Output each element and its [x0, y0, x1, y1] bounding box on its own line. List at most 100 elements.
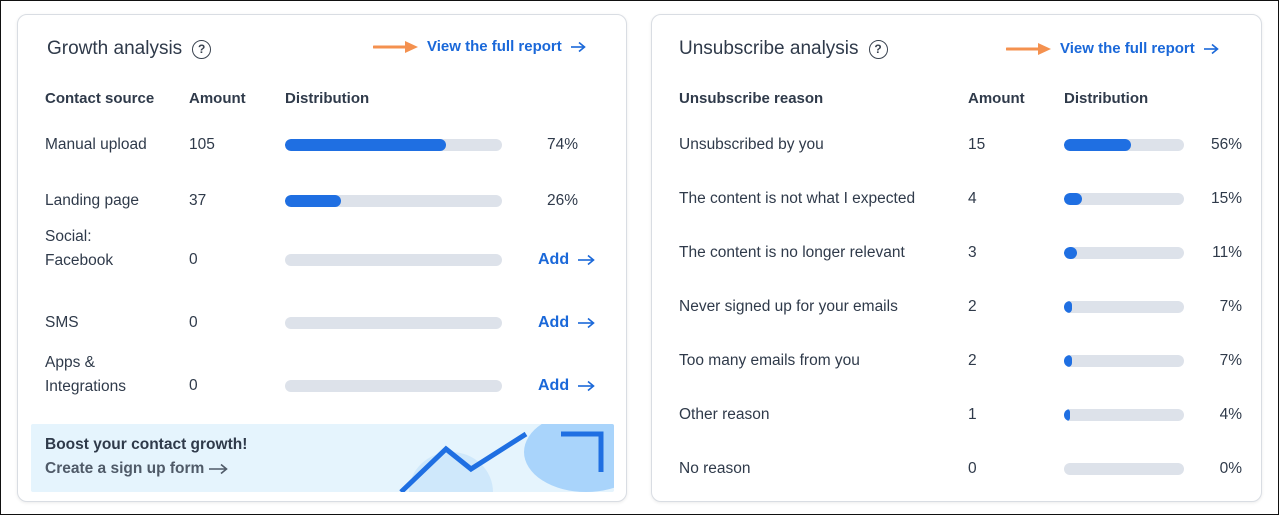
create-signup-form-text: Create a sign up form: [45, 460, 205, 477]
amount-value: 0: [189, 251, 198, 268]
distribution-bar-fill: [1064, 301, 1073, 313]
contact-source-label: Landing page: [45, 192, 139, 209]
arrow-right-icon: [209, 463, 229, 475]
unsubscribe-analysis-card: Unsubscribe analysis ? View the full rep…: [651, 14, 1262, 502]
distribution-bar-track: [285, 254, 502, 266]
unsubscribe-reason-label: Other reason: [679, 406, 770, 423]
unsub-title-text: Unsubscribe analysis: [679, 38, 859, 59]
distribution-bar-fill: [1064, 139, 1132, 151]
promo-title: Boost your contact growth!: [45, 436, 248, 453]
add-source-link[interactable]: Add: [538, 248, 595, 272]
distribution-bar-fill: [1064, 247, 1078, 259]
distribution-bar-track: [285, 195, 502, 207]
unsubscribe-row: Other reason 1 4%: [652, 403, 1261, 453]
amount-value: 0: [968, 460, 977, 477]
distribution-bar-track: [1064, 193, 1184, 205]
unsubscribe-row: Never signed up for your emails 2 7%: [652, 295, 1261, 345]
distribution-bar-fill: [1064, 409, 1070, 421]
col-contact-source: Contact source: [45, 90, 155, 107]
unsubscribe-row: The content is no longer relevant 3 11%: [652, 241, 1261, 291]
amount-value: 0: [189, 314, 198, 331]
amount-value: 0: [189, 377, 198, 394]
col-amount: Amount: [189, 90, 246, 107]
help-icon[interactable]: ?: [868, 39, 888, 59]
distribution-percent: 7%: [1219, 352, 1242, 369]
amount-value: 37: [189, 192, 207, 209]
orange-pointer-arrow-icon: [373, 40, 418, 53]
distribution-bar-track: [285, 139, 502, 151]
growth-row: SMS 0 Add: [18, 311, 626, 361]
unsubscribe-reason-label: The content is no longer relevant: [679, 244, 905, 261]
help-icon[interactable]: ?: [192, 39, 212, 59]
distribution-percent: 11%: [1212, 244, 1242, 261]
col-amount: Amount: [968, 90, 1025, 107]
add-link-text: Add: [538, 251, 570, 268]
arrow-right-icon: [570, 41, 586, 52]
arrow-right-icon: [578, 254, 595, 266]
unsubscribe-row: No reason 0 0%: [652, 457, 1261, 507]
distribution-percent: 26%: [546, 192, 578, 209]
arrow-right-icon: [1203, 43, 1219, 54]
unsubscribe-reason-label: No reason: [679, 460, 751, 477]
distribution-percent: 15%: [1210, 190, 1242, 207]
arrow-right-icon: [578, 380, 595, 392]
unsubscribe-row: The content is not what I expected 4 15%: [652, 187, 1261, 237]
distribution-bar-track: [285, 317, 502, 329]
distribution-percent: 0%: [1219, 460, 1242, 477]
unsub-view-report-link[interactable]: View the full report: [1006, 40, 1219, 57]
distribution-bar-fill: [285, 195, 342, 207]
add-source-link[interactable]: Add: [538, 374, 595, 398]
distribution-bar-track: [1064, 409, 1184, 421]
add-link-text: Add: [538, 377, 570, 394]
distribution-bar-track: [285, 380, 502, 392]
contact-source-label: SMS: [45, 314, 79, 331]
unsub-view-report-text: View the full report: [1060, 40, 1195, 57]
distribution-bar-fill: [1064, 355, 1073, 367]
distribution-bar-track: [1064, 301, 1184, 313]
distribution-bar-track: [1064, 463, 1184, 475]
growth-title: Growth analysis ?: [47, 38, 212, 60]
unsub-title: Unsubscribe analysis ?: [679, 38, 888, 60]
orange-pointer-arrow-icon: [1006, 42, 1051, 55]
col-distribution: Distribution: [285, 90, 370, 107]
distribution-percent: 4%: [1219, 406, 1242, 423]
distribution-bar-track: [1064, 355, 1184, 367]
add-link-text: Add: [538, 314, 570, 331]
add-source-link[interactable]: Add: [538, 311, 595, 335]
distribution-percent: 74%: [546, 136, 578, 153]
amount-value: 15: [968, 136, 986, 153]
growth-row: Apps & Integrations 0 Add: [18, 354, 626, 413]
growth-view-report-link[interactable]: View the full report: [373, 38, 586, 55]
unsubscribe-reason-label: Unsubscribed by you: [679, 136, 824, 153]
amount-value: 2: [968, 298, 977, 315]
contact-source-label: Manual upload: [45, 136, 147, 153]
distribution-bar-fill: [1064, 193, 1082, 205]
growth-view-report-text: View the full report: [427, 38, 562, 55]
growth-row: Landing page 37 26%: [18, 189, 626, 239]
unsubscribe-reason-label: The content is not what I expected: [679, 190, 916, 207]
amount-value: 3: [968, 244, 977, 261]
distribution-bar-track: [1064, 247, 1184, 259]
unsubscribe-row: Too many emails from you 2 7%: [652, 349, 1261, 399]
col-unsubscribe-reason: Unsubscribe reason: [679, 90, 824, 107]
unsubscribe-reason-label: Too many emails from you: [679, 352, 860, 369]
growth-row: Social: Facebook 0 Add: [18, 228, 626, 287]
arrow-right-icon: [578, 317, 595, 329]
col-distribution: Distribution: [1064, 90, 1149, 107]
amount-value: 105: [189, 136, 215, 153]
growth-chart-illustration: [399, 424, 614, 492]
distribution-bar-track: [1064, 139, 1184, 151]
contact-source-label: Social: Facebook: [45, 228, 114, 269]
amount-value: 2: [968, 352, 977, 369]
amount-value: 4: [968, 190, 977, 207]
promo-banner: Boost your contact growth! Create a sign…: [31, 424, 614, 492]
distribution-percent: 56%: [1210, 136, 1242, 153]
amount-value: 1: [968, 406, 977, 423]
growth-analysis-card: Growth analysis ? View the full report C…: [17, 14, 627, 502]
unsubscribe-reason-label: Never signed up for your emails: [679, 298, 898, 315]
distribution-percent: 7%: [1219, 298, 1242, 315]
growth-title-text: Growth analysis: [47, 38, 183, 59]
unsubscribe-row: Unsubscribed by you 15 56%: [652, 133, 1261, 183]
contact-source-label: Apps & Integrations: [45, 354, 126, 395]
create-signup-form-link[interactable]: Create a sign up form: [45, 460, 229, 478]
